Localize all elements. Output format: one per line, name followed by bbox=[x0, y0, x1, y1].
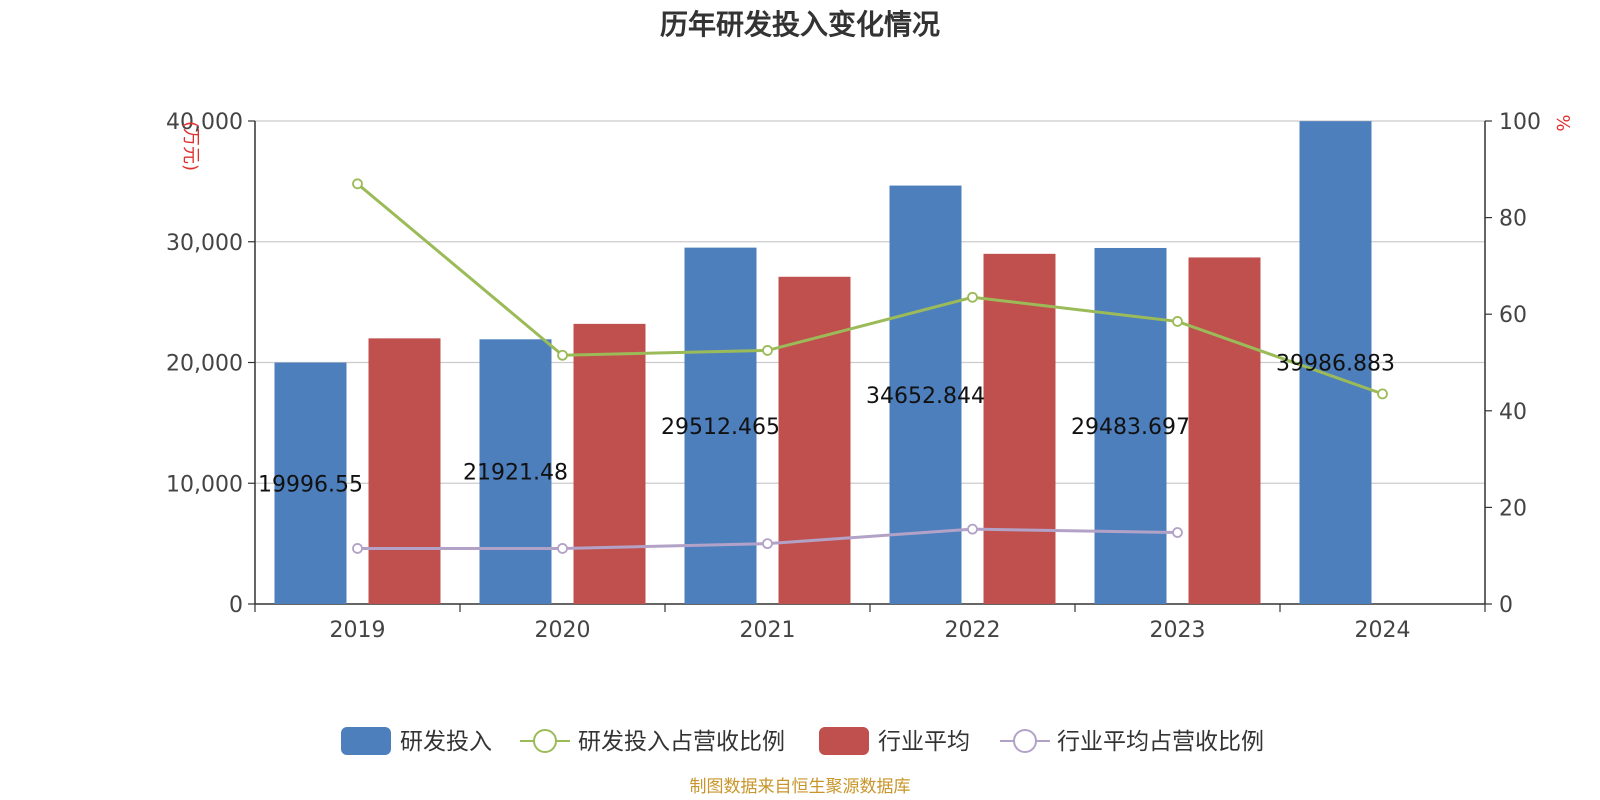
right-tick-label: 100 bbox=[1499, 110, 1541, 135]
data-label: 19996.55 bbox=[258, 472, 363, 497]
left-tick-label: 40,000 bbox=[166, 110, 243, 135]
x-tick-label: 2022 bbox=[945, 618, 1001, 643]
point-rd-ratio bbox=[557, 349, 568, 361]
line-rd-ratio bbox=[356, 182, 1383, 396]
left-tick-label: 30,000 bbox=[166, 231, 243, 256]
point-industry-ratio bbox=[352, 543, 363, 554]
x-tick-label: 2021 bbox=[740, 618, 796, 643]
source-note: 制图数据来自恒生聚源数据库 bbox=[690, 777, 911, 797]
point-industry-ratio bbox=[967, 523, 978, 535]
data-label: 34652.844 bbox=[866, 384, 985, 409]
right-tick-label: 80 bbox=[1499, 207, 1527, 232]
legend-label: 行业平均 bbox=[878, 729, 970, 755]
bar-rd-investment bbox=[1299, 121, 1372, 604]
lines bbox=[352, 178, 1388, 554]
right-axis-unit: % bbox=[1552, 114, 1573, 131]
point-rd-ratio bbox=[1172, 316, 1183, 327]
data-label: 39986.883 bbox=[1276, 352, 1395, 377]
point-industry-ratio bbox=[762, 538, 773, 550]
point-rd-ratio bbox=[352, 178, 363, 190]
bar-industry-average bbox=[1188, 257, 1261, 604]
x-tick-label: 2019 bbox=[330, 618, 386, 643]
x-tick-label: 2023 bbox=[1150, 618, 1206, 643]
data-label: 21921.48 bbox=[463, 461, 568, 486]
data-labels: 19996.55 21921.48 29512.465 34652.844 29483.… bbox=[258, 352, 1395, 498]
legend-marker bbox=[1013, 729, 1037, 753]
bars bbox=[274, 121, 1372, 605]
legend-label: 研发投入 bbox=[400, 729, 492, 755]
point-rd-ratio bbox=[967, 291, 978, 303]
left-axis-unit: (万元) bbox=[180, 121, 201, 171]
bar-rd-investment bbox=[274, 362, 347, 604]
legend-item[interactable]: 行业平均 bbox=[819, 727, 970, 755]
bar-rd-investment bbox=[479, 339, 552, 604]
x-tick-label: 2024 bbox=[1355, 618, 1411, 643]
point-rd-ratio bbox=[762, 345, 773, 356]
x-tick-label: 2020 bbox=[535, 618, 591, 643]
data-label: 29483.697 bbox=[1071, 415, 1190, 440]
chart-title: 历年研发投入变化情况 bbox=[660, 8, 940, 41]
bar-rd-investment bbox=[1094, 247, 1167, 604]
axes: 0 10,000 20,000 30,000 40,000 0 20 40 60 80 100 201… bbox=[166, 110, 1573, 643]
bar-industry-average bbox=[368, 338, 441, 604]
legend-label: 行业平均占营收比例 bbox=[1057, 729, 1264, 755]
left-tick-label: 0 bbox=[229, 593, 243, 618]
grid bbox=[255, 120, 1485, 484]
left-tick-label: 20,000 bbox=[166, 352, 243, 377]
bar-industry-average bbox=[573, 323, 646, 604]
right-tick-label: 40 bbox=[1499, 400, 1527, 425]
legend-marker bbox=[533, 729, 557, 753]
right-tick-label: 0 bbox=[1499, 593, 1513, 618]
point-industry-ratio bbox=[1172, 527, 1183, 538]
legend-item[interactable]: 行业平均占营收比例 bbox=[1000, 729, 1264, 755]
point-rd-ratio bbox=[1377, 388, 1388, 400]
legend-item[interactable]: 研发投入占营收比例 bbox=[520, 729, 785, 755]
point-industry-ratio bbox=[557, 543, 568, 554]
legend-label: 研发投入占营收比例 bbox=[578, 729, 785, 755]
legend-item[interactable]: 研发投入 bbox=[341, 727, 492, 755]
left-tick-label: 10,000 bbox=[166, 472, 243, 497]
legend[interactable]: 研发投入 研发投入占营收比例 行业平均 行业平均占营收比例 bbox=[341, 727, 1264, 755]
legend-swatch bbox=[341, 727, 391, 755]
right-tick-label: 20 bbox=[1499, 496, 1527, 521]
data-label: 29512.465 bbox=[661, 415, 780, 440]
bar-industry-average bbox=[983, 253, 1056, 604]
legend-swatch bbox=[819, 727, 869, 755]
bar-industry-average bbox=[778, 276, 851, 604]
right-tick-label: 60 bbox=[1499, 303, 1527, 328]
